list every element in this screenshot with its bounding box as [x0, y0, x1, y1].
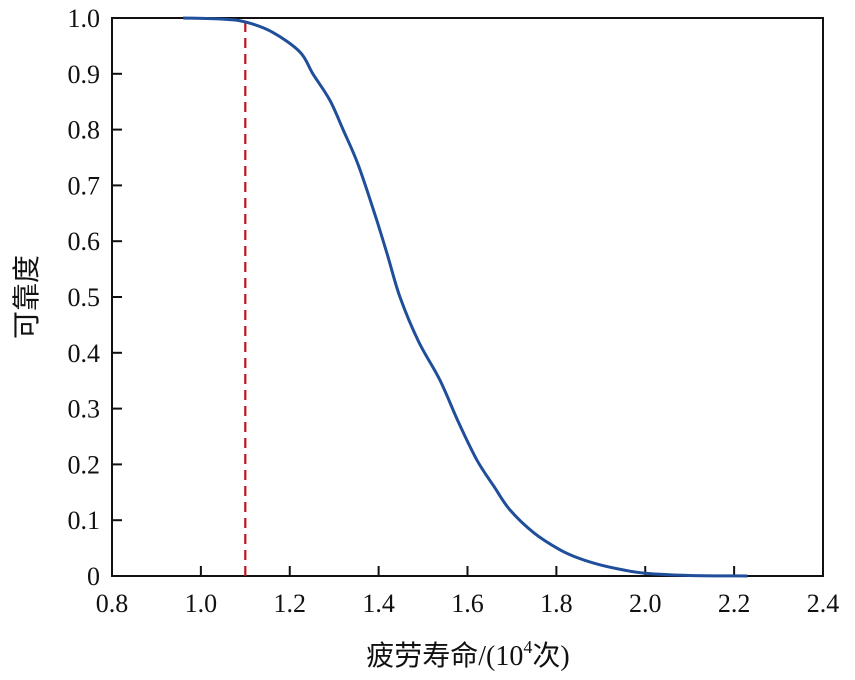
y-tick-label: 0.1	[68, 506, 101, 535]
y-tick-label: 0.3	[68, 395, 101, 424]
x-axis-title: 疲劳寿命/(104次)	[366, 637, 569, 672]
y-axis-ticks: 0 0.1 0.2 0.3 0.4 0.5 0.6 0.7 0.8 0.9 1.0	[68, 4, 122, 591]
y-tick-label: 0.4	[68, 339, 101, 368]
x-tick-label: 2.0	[629, 589, 662, 618]
x-tick-label: 2.4	[807, 589, 840, 618]
y-tick-label: 0.7	[68, 171, 101, 200]
x-tick-label: 2.2	[718, 589, 751, 618]
y-axis-title: 可靠度	[11, 255, 43, 339]
reliability-curve	[183, 16, 748, 578]
x-axis-ticks: 0.8 1.0 1.2 1.4 1.6 1.8 2.0 2.2 2.4	[96, 566, 840, 618]
x-axis-title-superscript: 4	[523, 637, 532, 657]
y-tick-label: 0.8	[68, 116, 101, 145]
x-axis-title-suffix: 次)	[532, 640, 569, 672]
y-tick-label: 0.6	[68, 227, 101, 256]
plot-area	[111, 17, 824, 577]
y-tick-label: 0.9	[68, 60, 101, 89]
y-tick-label: 1.0	[68, 4, 101, 33]
x-tick-label: 1.0	[185, 589, 218, 618]
y-tick-label: 0.2	[68, 450, 101, 479]
x-tick-label: 1.2	[274, 589, 307, 618]
x-tick-label: 1.4	[362, 589, 395, 618]
y-tick-label: 0.5	[68, 283, 101, 312]
x-axis-title-prefix: 疲劳寿命/(10	[366, 640, 523, 672]
x-tick-label: 1.8	[540, 589, 573, 618]
x-tick-label: 1.6	[451, 589, 484, 618]
y-tick-label: 0	[87, 562, 100, 591]
reliability-curve-path	[183, 16, 748, 578]
x-tick-label: 0.8	[96, 589, 129, 618]
